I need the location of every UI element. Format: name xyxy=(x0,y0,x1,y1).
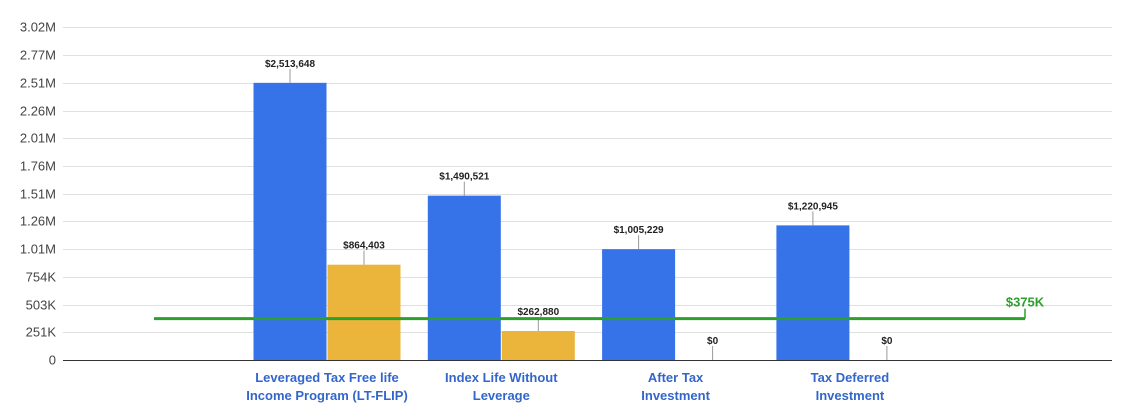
y-tick-label: 0 xyxy=(49,353,56,368)
category-label: Investment xyxy=(816,388,885,403)
bar-series0-cat0[interactable] xyxy=(253,82,327,360)
y-tick-label: 754K xyxy=(26,270,57,285)
bar-series0-cat3[interactable] xyxy=(776,225,850,360)
data-label: $1,005,229 xyxy=(614,225,664,236)
category-label: Investment xyxy=(641,388,710,403)
category-label: Income Program (LT-FLIP) xyxy=(246,388,408,403)
category-labels: Leveraged Tax Free life Income Program (L… xyxy=(246,370,889,403)
bar-series0-cat1[interactable] xyxy=(427,195,501,360)
y-tick-label: 3.02M xyxy=(20,20,56,35)
data-label: $262,880 xyxy=(517,307,559,318)
gridlines xyxy=(63,27,1112,333)
y-tick-label: 2.77M xyxy=(20,48,56,63)
category-label: Index Life Without xyxy=(445,370,558,385)
bar-series1-cat1[interactable] xyxy=(501,331,575,360)
reference-line-label: $375K xyxy=(1006,295,1045,310)
bars: $2,513,648 $864,403 $1,490,521 $262,880 $1,0… xyxy=(253,59,893,360)
reference-line-group: $375K xyxy=(154,295,1045,321)
data-label: $0 xyxy=(707,336,719,347)
data-label: $1,490,521 xyxy=(439,172,489,183)
y-tick-label: 503K xyxy=(26,298,57,313)
y-tick-label: 2.26M xyxy=(20,104,56,119)
y-tick-label: 2.51M xyxy=(20,76,56,91)
data-label: $864,403 xyxy=(343,241,385,252)
y-tick-label: 2.01M xyxy=(20,131,56,146)
y-tick-label: 1.51M xyxy=(20,187,56,202)
category-label: Tax Deferred xyxy=(811,370,890,385)
y-tick-label: 1.76M xyxy=(20,159,56,174)
bar-series1-cat0[interactable] xyxy=(327,264,401,360)
y-tick-label: 251K xyxy=(26,325,57,340)
data-label: $0 xyxy=(881,336,893,347)
y-tick-label: 1.26M xyxy=(20,214,56,229)
bar-series0-cat2[interactable] xyxy=(602,249,676,360)
y-tick-label: 1.01M xyxy=(20,242,56,257)
data-label: $2,513,648 xyxy=(265,59,315,70)
category-label: After Tax xyxy=(648,370,704,385)
y-axis-ticks: 0 251K 503K 754K 1.01M 1.26M 1.51M 1.76M 2.01M 2.… xyxy=(20,20,56,368)
category-label: Leverage xyxy=(473,388,530,403)
data-label: $1,220,945 xyxy=(788,201,838,212)
category-label: Leveraged Tax Free life xyxy=(255,370,399,385)
